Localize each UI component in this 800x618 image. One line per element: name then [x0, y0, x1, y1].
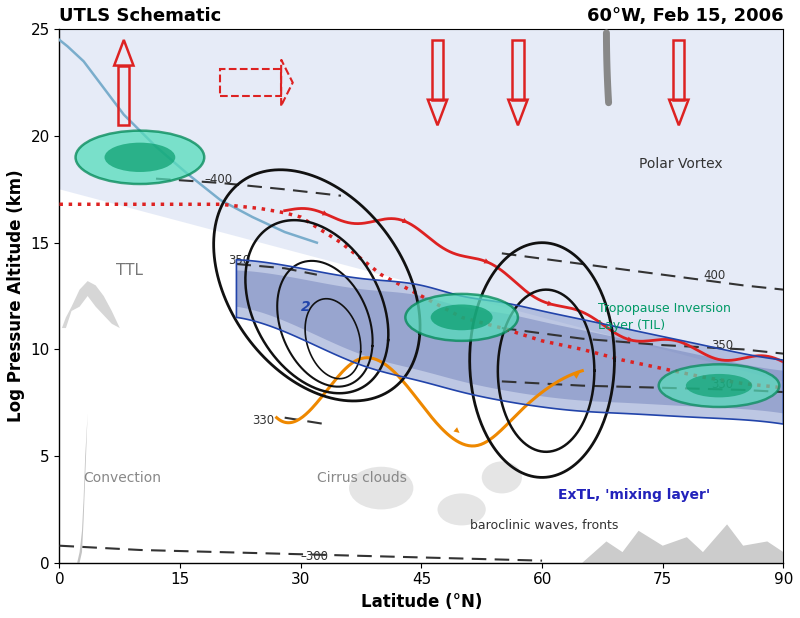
Ellipse shape — [349, 467, 414, 509]
Text: Polar Vortex: Polar Vortex — [638, 157, 722, 171]
Ellipse shape — [406, 294, 518, 341]
Text: TTL: TTL — [116, 263, 142, 277]
Polygon shape — [237, 260, 783, 424]
Ellipse shape — [430, 305, 493, 330]
Polygon shape — [74, 307, 92, 563]
Text: Convection: Convection — [84, 471, 162, 485]
Ellipse shape — [105, 143, 175, 172]
Ellipse shape — [75, 130, 204, 184]
Text: 330: 330 — [253, 414, 274, 427]
Y-axis label: Log Pressure Altitude (km): Log Pressure Altitude (km) — [7, 170, 25, 422]
Text: 350: 350 — [711, 339, 733, 352]
Ellipse shape — [482, 462, 522, 493]
Text: –400: –400 — [204, 173, 232, 186]
Text: 2: 2 — [301, 300, 310, 314]
Text: 350: 350 — [228, 254, 250, 267]
Text: –300: –300 — [301, 549, 329, 562]
X-axis label: Latitude (°N): Latitude (°N) — [361, 593, 482, 611]
Text: Cirrus clouds: Cirrus clouds — [317, 471, 406, 485]
Polygon shape — [59, 29, 783, 381]
Ellipse shape — [686, 374, 752, 397]
Text: UTLS Schematic: UTLS Schematic — [59, 7, 222, 25]
Polygon shape — [582, 524, 783, 563]
Text: 330: 330 — [711, 378, 733, 391]
Text: Tropopause Inversion
Layer (TIL): Tropopause Inversion Layer (TIL) — [598, 302, 731, 332]
Polygon shape — [237, 271, 783, 413]
Text: 400: 400 — [703, 269, 725, 282]
Ellipse shape — [438, 493, 486, 525]
Polygon shape — [62, 281, 120, 328]
Text: 60°W, Feb 15, 2006: 60°W, Feb 15, 2006 — [586, 7, 783, 25]
Ellipse shape — [658, 365, 779, 407]
Text: ExTL, 'mixing layer': ExTL, 'mixing layer' — [558, 488, 710, 502]
Text: baroclinic waves, fronts: baroclinic waves, fronts — [470, 519, 618, 531]
